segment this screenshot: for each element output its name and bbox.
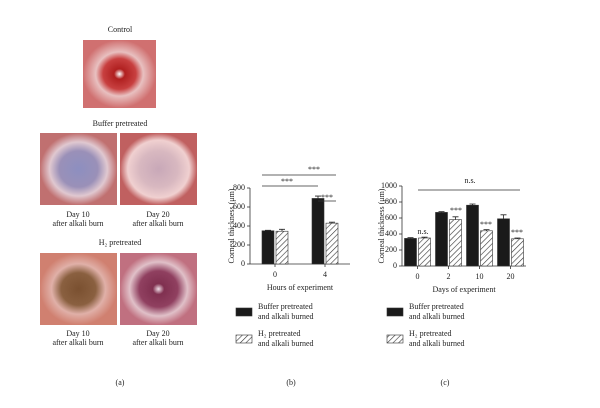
y-axis-label: Corneal thickness (μm)	[377, 188, 386, 263]
panel-label: (a)	[116, 378, 125, 387]
x-tick-label: 4	[323, 270, 327, 279]
annotation: ***	[511, 228, 523, 237]
x-axis-label: Hours of experiment	[267, 283, 334, 292]
annotation: n.s.	[417, 227, 428, 236]
y-tick-label: 400	[385, 229, 397, 238]
error-bar	[407, 237, 414, 239]
bar	[511, 238, 524, 267]
annotation: ***	[321, 193, 333, 202]
annotation: n.s.	[464, 176, 475, 185]
error-bar	[452, 216, 459, 220]
legend-label: Buffer pretreated and alkali burned	[409, 302, 465, 321]
x-tick-label: 10	[476, 272, 484, 281]
panel-label: (c)	[441, 378, 450, 387]
x-tick-label: 0	[273, 270, 277, 279]
legend-label: H₂ pretreated and alkali burned	[258, 329, 314, 348]
caption-day: Day 20	[146, 329, 169, 338]
bar	[466, 204, 479, 267]
legend-swatch	[235, 307, 253, 317]
annotation: ***	[308, 165, 320, 174]
x-tick-label: 0	[416, 272, 420, 281]
error-bar	[315, 195, 321, 199]
photo-control	[83, 40, 156, 108]
group-title: Buffer pretreated	[93, 119, 148, 128]
legend-label: Buffer pretreated and alkali burned	[258, 302, 314, 321]
y-tick-label: 600	[385, 213, 397, 222]
photo-buffer-day20	[120, 133, 197, 205]
error-bar	[483, 229, 490, 231]
y-tick-label: 400	[233, 221, 245, 230]
bar	[435, 212, 448, 267]
bar	[311, 198, 325, 265]
panel-label: (b)	[286, 378, 296, 387]
caption-day: Day 10	[66, 210, 89, 219]
x-tick-label: 2	[447, 272, 451, 281]
y-tick-label: 0	[241, 259, 245, 268]
bar	[261, 230, 275, 265]
y-tick-label: 600	[233, 202, 245, 211]
caption-note: after alkali burn	[52, 338, 103, 347]
error-bar	[279, 228, 285, 232]
photo-buffer-day10	[40, 133, 117, 205]
x-axis-label: Days of experiment	[432, 285, 496, 294]
bar	[404, 238, 417, 267]
caption-note: after alkali burn	[132, 219, 183, 228]
error-bar	[329, 221, 335, 224]
x-tick-label: 20	[507, 272, 515, 281]
control-title: Control	[108, 25, 133, 34]
y-tick-label: 800	[385, 197, 397, 206]
error-bar	[514, 237, 521, 239]
caption-note: after alkali burn	[52, 219, 103, 228]
caption-note: after alkali burn	[132, 338, 183, 347]
caption-day: Day 20	[146, 210, 169, 219]
y-axis-label: Corneal thickness (μm)	[227, 188, 236, 263]
legend-label: H₂ pretreated and alkali burned	[409, 329, 465, 348]
error-bar	[421, 236, 428, 238]
bar	[275, 230, 289, 265]
error-bar	[500, 214, 507, 219]
photo-h2-day10	[40, 253, 117, 325]
bar	[449, 219, 462, 267]
error-bar	[469, 203, 476, 206]
y-tick-label: 200	[385, 245, 397, 254]
error-bar	[438, 211, 445, 213]
y-tick-label: 1000	[381, 181, 397, 190]
bar	[497, 218, 510, 267]
legend-swatch	[386, 334, 404, 344]
photo-h2-day20	[120, 253, 197, 325]
bar	[480, 230, 493, 267]
annotation: ***	[480, 220, 492, 229]
bar	[325, 222, 339, 265]
y-tick-label: 0	[393, 261, 397, 270]
bar	[418, 237, 431, 267]
y-tick-label: 200	[233, 240, 245, 249]
legend-swatch	[235, 334, 253, 344]
eye-photos	[40, 40, 197, 325]
y-tick-label: 800	[233, 183, 245, 192]
group-title: H₂ pretreated	[99, 238, 142, 247]
caption-day: Day 10	[66, 329, 89, 338]
legend-swatch	[386, 307, 404, 317]
annotation: ***	[281, 177, 293, 186]
annotation: ***	[450, 206, 462, 215]
